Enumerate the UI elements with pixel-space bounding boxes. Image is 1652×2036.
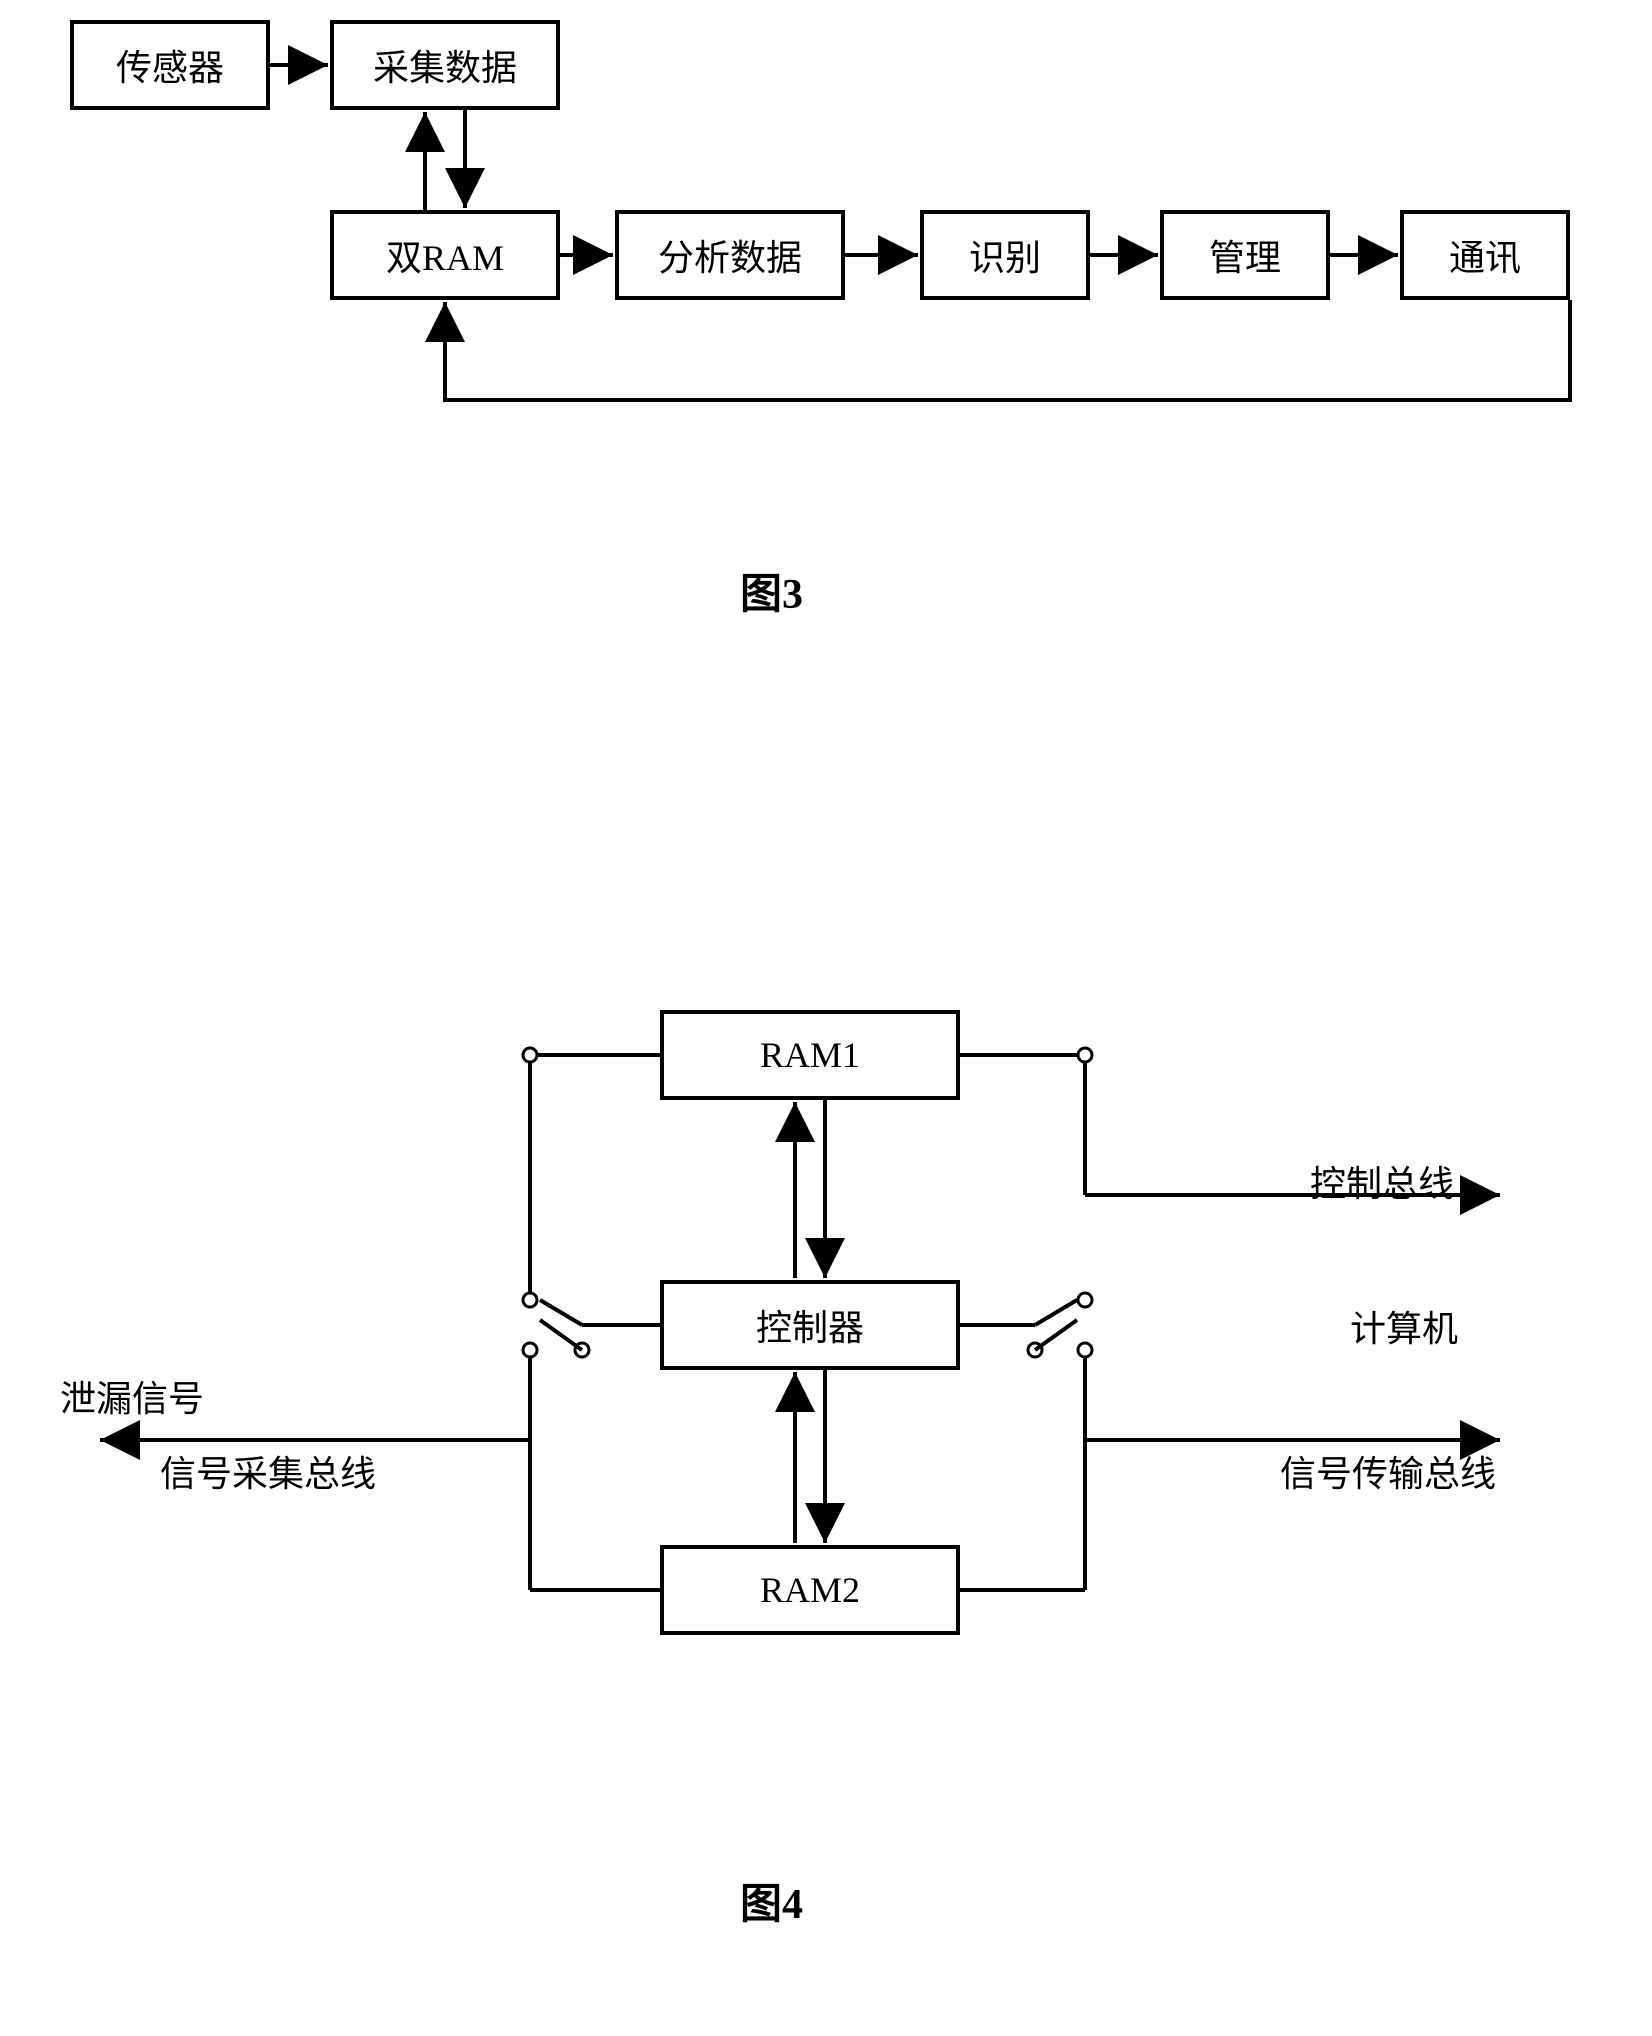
fig3-collect-text: 采集数据 bbox=[373, 39, 517, 91]
fig4-ctrlbus-label: 控制总线 bbox=[1310, 1155, 1454, 1207]
fig3-analyze-text: 分析数据 bbox=[658, 229, 802, 281]
fig4-ctrlbus-text: 控制总线 bbox=[1310, 1155, 1454, 1207]
fig4-caption-text: 图4 bbox=[740, 1870, 803, 1931]
fig3-comm-box: 通讯 bbox=[1400, 210, 1570, 300]
fig4-leak-label: 泄漏信号 bbox=[60, 1370, 204, 1422]
fig3-manage-text: 管理 bbox=[1209, 229, 1281, 281]
fig3-collect-box: 采集数据 bbox=[330, 20, 560, 110]
fig4-leak-text: 泄漏信号 bbox=[60, 1370, 204, 1422]
fig4-ctrl-text: 控制器 bbox=[756, 1299, 864, 1351]
fig4-computer-text: 计算机 bbox=[1350, 1300, 1458, 1352]
fig4-ram2-text: RAM2 bbox=[760, 1569, 860, 1611]
fig4-sigtx-text: 信号传输总线 bbox=[1280, 1445, 1496, 1497]
fig3-ram-box: 双RAM bbox=[330, 210, 560, 300]
fig4-sigcoll-text: 信号采集总线 bbox=[160, 1445, 376, 1497]
fig3-comm-text: 通讯 bbox=[1449, 229, 1521, 281]
fig4-caption: 图4 bbox=[740, 1870, 803, 1931]
fig3-ram-text: 双RAM bbox=[386, 229, 504, 281]
fig4-ram1-text: RAM1 bbox=[760, 1034, 860, 1076]
fig3-sensor-text: 传感器 bbox=[116, 39, 224, 91]
fig4-ram2-box: RAM2 bbox=[660, 1545, 960, 1635]
fig4-computer-label: 计算机 bbox=[1350, 1300, 1458, 1352]
fig4-sigtx-label: 信号传输总线 bbox=[1280, 1445, 1496, 1497]
fig4-sigcoll-label: 信号采集总线 bbox=[160, 1445, 376, 1497]
fig3-caption: 图3 bbox=[740, 560, 803, 621]
fig3-recog-text: 识别 bbox=[969, 229, 1041, 281]
fig3-recog-box: 识别 bbox=[920, 210, 1090, 300]
fig3-sensor-box: 传感器 bbox=[70, 20, 270, 110]
fig4-ctrl-box: 控制器 bbox=[660, 1280, 960, 1370]
fig3-caption-text: 图3 bbox=[740, 560, 803, 621]
fig4-ram1-box: RAM1 bbox=[660, 1010, 960, 1100]
fig3-analyze-box: 分析数据 bbox=[615, 210, 845, 300]
fig3-manage-box: 管理 bbox=[1160, 210, 1330, 300]
